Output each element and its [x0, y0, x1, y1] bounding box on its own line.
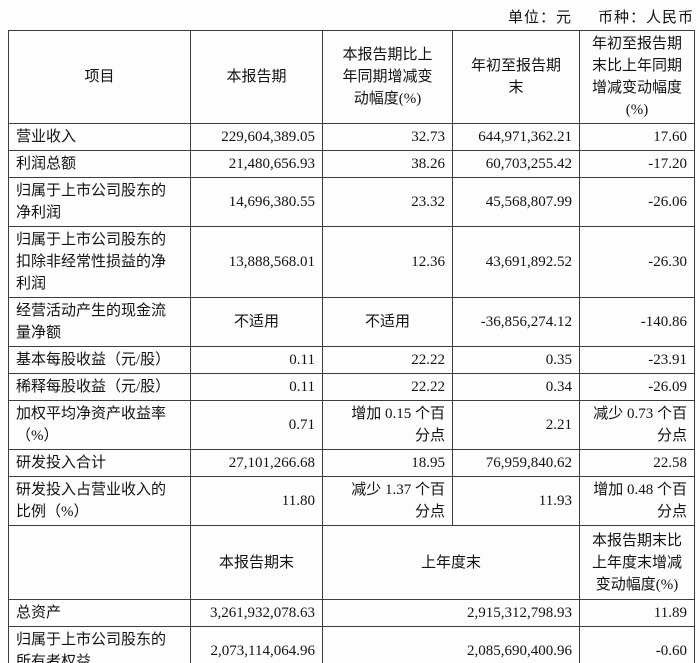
- cell-current: 0.71: [190, 400, 323, 450]
- table-row-operating-cash-flow: 经营活动产生的现金流 量净额 不适用 不适用 -36,856,274.12 -1…: [8, 297, 695, 347]
- table-row-diluted-eps: 稀释每股收益（元/股） 0.11 22.22 0.34 -26.09: [8, 373, 695, 401]
- cell-current: 11.80: [190, 476, 323, 526]
- cell-current: 14,696,380.55: [190, 177, 323, 227]
- cell-ytd-change: -26.06: [579, 177, 695, 227]
- row-label: 经营活动产生的现金流 量净额: [8, 297, 191, 347]
- header-ytd: 年初至报告期 末: [452, 30, 580, 124]
- unit-label: 单位：元: [507, 10, 572, 26]
- row-label: 总资产: [8, 599, 191, 627]
- cell-change: 增加 0.15 个百 分点: [322, 400, 453, 450]
- cell-ytd-change: -26.09: [579, 373, 695, 401]
- header-current-period: 本报告期: [190, 30, 323, 124]
- unit-currency-line: 单位：元 币种：人民币: [8, 6, 694, 27]
- table-row-operating-revenue: 营业收入 229,604,389.05 32.73 644,971,362.21…: [8, 123, 695, 151]
- header-prior-year-end: 上年度末: [322, 525, 580, 600]
- cell-ytd: 45,568,807.99: [452, 177, 580, 227]
- cell-ytd: 644,971,362.21: [452, 123, 580, 151]
- cell-ytd: 76,959,840.62: [452, 449, 580, 477]
- cell-ytd-change: 17.60: [579, 123, 695, 151]
- cell-change: 18.95: [322, 449, 453, 477]
- cell-current: 27,101,266.68: [190, 449, 323, 477]
- row-label: 稀释每股收益（元/股）: [8, 373, 191, 401]
- row-label: 营业收入: [8, 123, 191, 151]
- row-label: 研发投入占营业收入的 比例（%）: [8, 476, 191, 526]
- main-header-row: 项目 本报告期 本报告期比上 年同期增减变 动幅度(%) 年初至报告期 末 年初…: [8, 30, 695, 124]
- cell-prior-year-end: 2,915,312,798.93: [322, 599, 580, 627]
- table-row-owners-equity: 归属于上市公司股东的 所有者权益 2,073,114,064.96 2,085,…: [8, 626, 695, 663]
- row-label: 加权平均净资产收益率 （%）: [8, 400, 191, 450]
- cell-current: 不适用: [190, 297, 323, 347]
- table-row-rd-investment-total: 研发投入合计 27,101,266.68 18.95 76,959,840.62…: [8, 449, 695, 477]
- cell-ytd-change: 增加 0.48 个百 分点: [579, 476, 695, 526]
- table-row-rd-revenue-ratio: 研发投入占营业收入的 比例（%） 11.80 减少 1.37 个百 分点 11.…: [8, 476, 695, 526]
- cell-ytd: 43,691,892.52: [452, 226, 580, 298]
- cell-ytd-change: 减少 0.73 个百 分点: [579, 400, 695, 450]
- cell-ytd: 60,703,255.42: [452, 150, 580, 178]
- cell-ytd-change: -23.91: [579, 346, 695, 374]
- header-current-vs-prior-pct: 本报告期比上 年同期增减变 动幅度(%): [322, 30, 453, 124]
- header-period-end: 本报告期末: [190, 525, 323, 600]
- cell-current: 21,480,656.93: [190, 150, 323, 178]
- cell-period-end: 2,073,114,064.96: [190, 626, 323, 663]
- table-row-net-profit-excl-nonrecurring: 归属于上市公司股东的 扣除非经常性损益的净 利润 13,888,568.01 1…: [8, 226, 695, 298]
- cell-prior-year-end: 2,085,690,400.96: [322, 626, 580, 663]
- row-label: 归属于上市公司股东的 扣除非经常性损益的净 利润: [8, 226, 191, 298]
- cell-ytd: 11.93: [452, 476, 580, 526]
- table-row-total-assets: 总资产 3,261,932,078.63 2,915,312,798.93 11…: [8, 599, 695, 627]
- row-label: 研发投入合计: [8, 449, 191, 477]
- financial-summary-table: 项目 本报告期 本报告期比上 年同期增减变 动幅度(%) 年初至报告期 末 年初…: [8, 30, 695, 663]
- cell-change: 32.73: [322, 123, 453, 151]
- cell-current: 229,604,389.05: [190, 123, 323, 151]
- currency-label: 币种：人民币: [597, 10, 694, 26]
- table-row-weighted-avg-roe: 加权平均净资产收益率 （%） 0.71 增加 0.15 个百 分点 2.21 减…: [8, 400, 695, 450]
- header-empty: [8, 525, 191, 600]
- cell-ytd-change: -17.20: [579, 150, 695, 178]
- cell-change: 22.22: [322, 373, 453, 401]
- row-label: 归属于上市公司股东的 净利润: [8, 177, 191, 227]
- cell-change: 减少 1.37 个百 分点: [322, 476, 453, 526]
- cell-change: 12.36: [322, 226, 453, 298]
- row-label: 利润总额: [8, 150, 191, 178]
- cell-ytd-change: -140.86: [579, 297, 695, 347]
- cell-period-end: 3,261,932,078.63: [190, 599, 323, 627]
- cell-change: 22.22: [322, 346, 453, 374]
- header-ytd-vs-prior-pct: 年初至报告期 末比上年同期 增减变动幅度 (%): [579, 30, 695, 124]
- row-label: 归属于上市公司股东的 所有者权益: [8, 626, 191, 663]
- cell-change: 11.89: [579, 599, 695, 627]
- cell-current: 0.11: [190, 346, 323, 374]
- cell-ytd: 0.35: [452, 346, 580, 374]
- cell-ytd-change: 22.58: [579, 449, 695, 477]
- cell-ytd: 2.21: [452, 400, 580, 450]
- header-item: 项目: [8, 30, 191, 124]
- cell-ytd: 0.34: [452, 373, 580, 401]
- table-row-net-profit-attributable: 归属于上市公司股东的 净利润 14,696,380.55 23.32 45,56…: [8, 177, 695, 227]
- header-period-end-change-pct: 本报告期末比 上年度末增减 变动幅度(%): [579, 525, 695, 600]
- cell-change: 不适用: [322, 297, 453, 347]
- cell-ytd-change: -26.30: [579, 226, 695, 298]
- cell-ytd: -36,856,274.12: [452, 297, 580, 347]
- cell-change: -0.60: [579, 626, 695, 663]
- balance-header-row: 本报告期末 上年度末 本报告期末比 上年度末增减 变动幅度(%): [8, 525, 695, 600]
- cell-current: 0.11: [190, 373, 323, 401]
- cell-change: 23.32: [322, 177, 453, 227]
- row-label: 基本每股收益（元/股）: [8, 346, 191, 374]
- table-row-basic-eps: 基本每股收益（元/股） 0.11 22.22 0.35 -23.91: [8, 346, 695, 374]
- cell-current: 13,888,568.01: [190, 226, 323, 298]
- table-row-total-profit: 利润总额 21,480,656.93 38.26 60,703,255.42 -…: [8, 150, 695, 178]
- cell-change: 38.26: [322, 150, 453, 178]
